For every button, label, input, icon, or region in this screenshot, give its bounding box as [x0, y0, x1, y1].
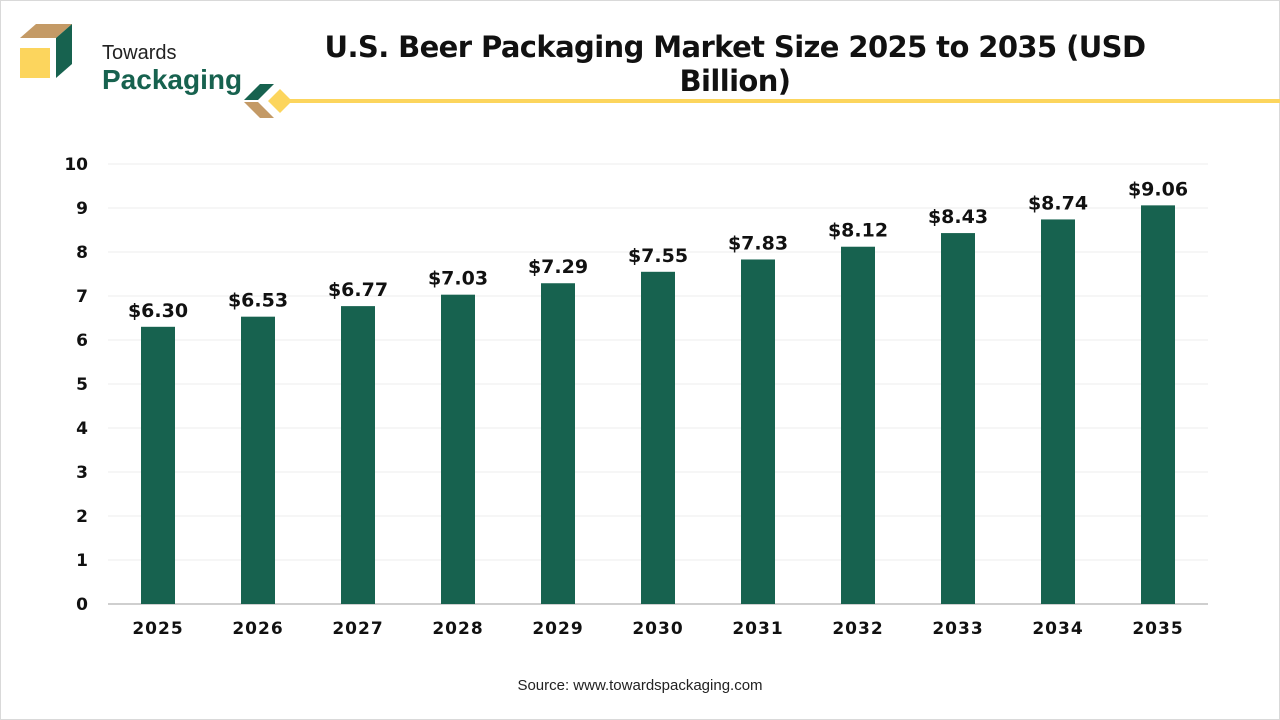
chart-title: U.S. Beer Packaging Market Size 2025 to … [324, 30, 1146, 98]
box-logo-icon [20, 24, 72, 78]
logo-text-packaging: Packaging [102, 64, 243, 95]
towards-packaging-logo: Towards Packaging [18, 22, 242, 95]
source-text: Source: www.towardspackaging.com [517, 677, 763, 694]
title-underline-decoration [244, 84, 1280, 118]
logo-text-towards: Towards [102, 42, 177, 64]
